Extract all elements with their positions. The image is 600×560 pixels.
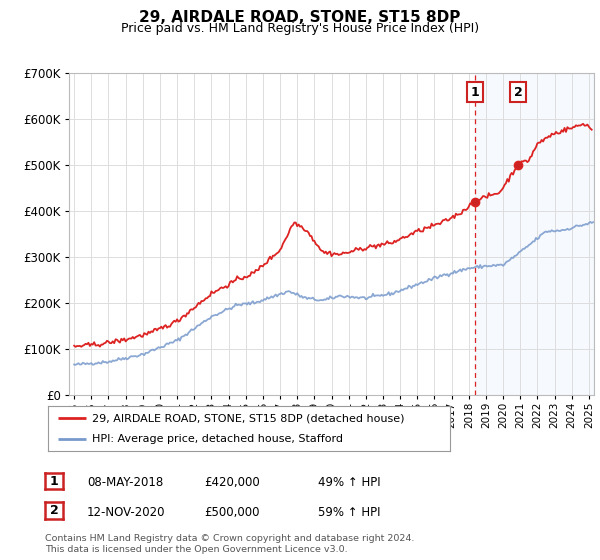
Text: 2: 2 xyxy=(514,86,523,99)
Text: 59% ↑ HPI: 59% ↑ HPI xyxy=(318,506,380,519)
Text: 2: 2 xyxy=(50,504,58,517)
Text: 29, AIRDALE ROAD, STONE, ST15 8DP (detached house): 29, AIRDALE ROAD, STONE, ST15 8DP (detac… xyxy=(92,413,405,423)
Bar xyxy=(475,73,594,395)
Text: 08-MAY-2018: 08-MAY-2018 xyxy=(87,476,163,489)
Text: Price paid vs. HM Land Registry's House Price Index (HPI): Price paid vs. HM Land Registry's House … xyxy=(121,22,479,35)
Text: 49% ↑ HPI: 49% ↑ HPI xyxy=(318,476,380,489)
Text: HPI: Average price, detached house, Stafford: HPI: Average price, detached house, Staf… xyxy=(92,433,343,444)
Text: £420,000: £420,000 xyxy=(204,476,260,489)
Text: 12-NOV-2020: 12-NOV-2020 xyxy=(87,506,166,519)
Text: Contains HM Land Registry data © Crown copyright and database right 2024.
This d: Contains HM Land Registry data © Crown c… xyxy=(45,534,415,554)
Text: 1: 1 xyxy=(50,474,58,488)
Text: 29, AIRDALE ROAD, STONE, ST15 8DP: 29, AIRDALE ROAD, STONE, ST15 8DP xyxy=(139,10,461,25)
Text: 1: 1 xyxy=(470,86,479,99)
Text: £500,000: £500,000 xyxy=(204,506,260,519)
